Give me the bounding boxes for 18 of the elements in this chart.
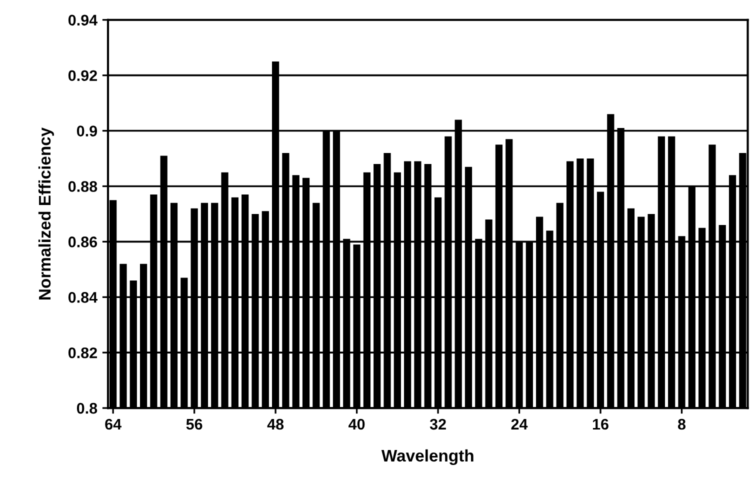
x-tick-label: 32 <box>430 418 446 430</box>
y-axis-title: Normalized Efficiency <box>38 127 54 300</box>
x-tick-label: 40 <box>348 418 365 430</box>
x-axis-title: Wavelength <box>381 449 474 465</box>
x-tick-label: 56 <box>186 418 202 430</box>
y-tick-label: 0.94 <box>68 14 98 26</box>
y-tick-label: 0.86 <box>68 236 98 248</box>
x-tick-label: 24 <box>511 418 528 430</box>
x-tick-label: 64 <box>105 418 122 430</box>
y-tick-label: 0.8 <box>76 402 98 414</box>
y-tick-label: 0.84 <box>68 292 98 303</box>
x-tick-label: 8 <box>678 418 686 430</box>
y-tick-label: 0.82 <box>68 347 97 358</box>
x-tick-label: 16 <box>592 418 608 430</box>
y-tick-label: 0.92 <box>68 70 97 82</box>
y-tick-label: 0.9 <box>76 126 98 136</box>
x-tick-label: 48 <box>267 418 284 430</box>
y-tick-label: 0.88 <box>68 181 98 192</box>
